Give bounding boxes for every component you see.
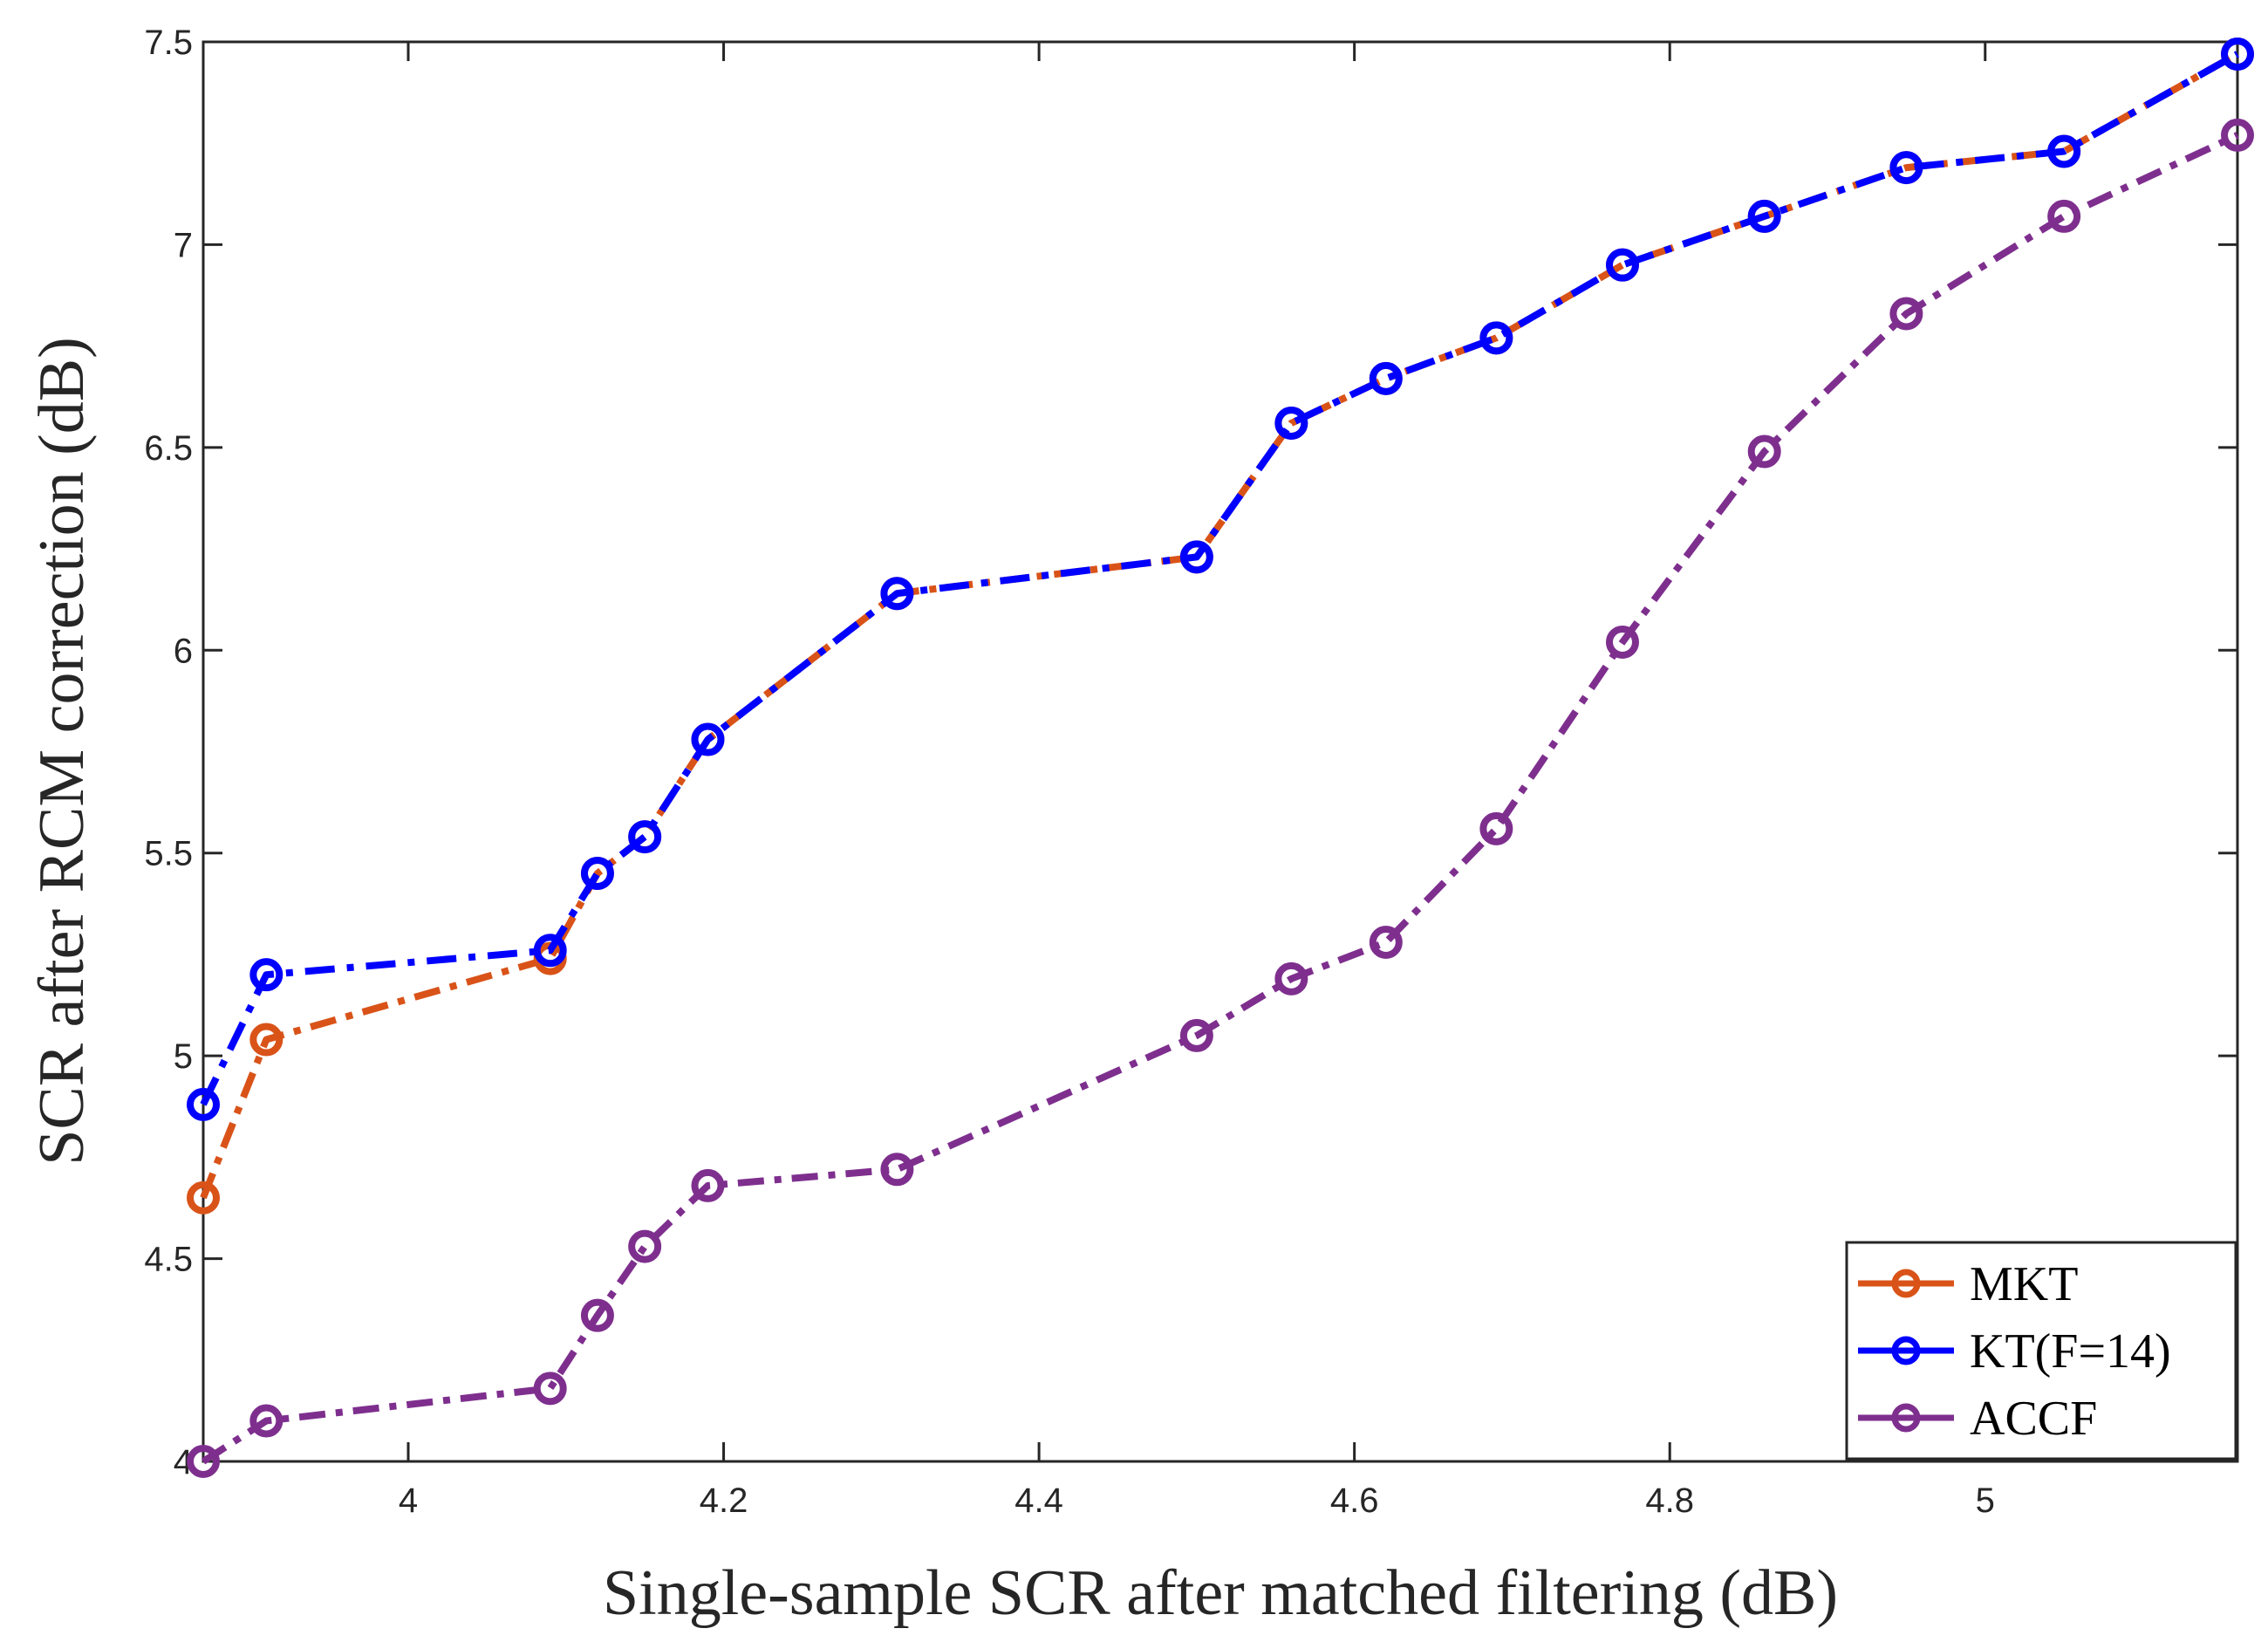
- y-tick-label: 4: [174, 1443, 193, 1481]
- legend-label-mkt: MKT: [1970, 1257, 2078, 1311]
- y-tick-label: 6.5: [144, 429, 193, 468]
- y-tick-label: 5: [174, 1037, 193, 1076]
- data-point-accf: [1747, 434, 1781, 469]
- data-point-kt-f-14: [2221, 37, 2254, 71]
- y-tick-label: 5.5: [144, 835, 193, 873]
- data-point-accf: [533, 1372, 567, 1406]
- x-axis: 4 4.2 4.4 4.6 4.8 5: [399, 42, 1995, 1520]
- series-line-accf: [201, 132, 2239, 1465]
- data-point-accf: [1479, 811, 1513, 845]
- data-point-kt-f-14: [1179, 540, 1213, 574]
- y-axis-label: SCR after RCM correction (dB): [26, 337, 98, 1166]
- data-point-accf: [1605, 625, 1639, 659]
- y-tick-label: 7: [174, 226, 193, 264]
- x-tick-label: 4.6: [1330, 1481, 1379, 1520]
- data-point-accf: [880, 1153, 914, 1187]
- data-point-kt-f-14: [187, 1087, 220, 1121]
- legend-item-mkt: MKT: [1858, 1257, 2078, 1311]
- data-point-accf: [1179, 1018, 1213, 1052]
- data-point-kt-f-14: [533, 934, 567, 968]
- plot-area: [202, 40, 2239, 1463]
- data-point-kt-f-14: [691, 722, 725, 756]
- data-point-kt-f-14: [249, 958, 284, 992]
- data-point-kt-f-14: [1889, 151, 1923, 185]
- data-point-accf: [1274, 961, 1308, 996]
- legend-marker-mkt: [1891, 1269, 1921, 1298]
- data-point-kt-f-14: [880, 577, 914, 611]
- legend-item-kt: KT(F=14): [1858, 1324, 2171, 1379]
- legend-marker-accf: [1891, 1403, 1921, 1433]
- y-axis: 4 4.5 5 5.5 6 6.5 7 7.5: [144, 24, 2237, 1481]
- data-point-mkt: [249, 1023, 284, 1057]
- data-point-accf: [1889, 297, 1923, 331]
- x-tick-label: 4.4: [1014, 1481, 1063, 1520]
- data-point-kt-f-14: [580, 856, 614, 890]
- data-point-accf: [2221, 118, 2254, 152]
- y-tick-label: 7.5: [144, 24, 193, 62]
- legend-item-accf: ACCF: [1858, 1392, 2097, 1446]
- data-point-kt-f-14: [1274, 406, 1308, 440]
- x-tick-label: 4.8: [1645, 1481, 1694, 1520]
- x-tick-label: 4.2: [700, 1481, 748, 1520]
- data-point-kt-f-14: [1479, 321, 1513, 355]
- data-point-accf: [580, 1298, 614, 1332]
- data-point-kt-f-14: [628, 820, 662, 854]
- data-point-accf: [2047, 199, 2081, 233]
- legend-marker-kt: [1891, 1336, 1921, 1365]
- data-point-kt-f-14: [2047, 134, 2081, 168]
- data-point-accf: [691, 1168, 725, 1202]
- x-axis-label: Single-sample SCR after matched filterin…: [603, 1557, 1838, 1629]
- legend-label-kt: KT(F=14): [1970, 1324, 2171, 1379]
- data-point-accf: [187, 1445, 220, 1478]
- data-point-accf: [249, 1404, 284, 1438]
- series-layer: [187, 37, 2254, 1478]
- data-point-kt-f-14: [1747, 199, 1781, 233]
- y-tick-label: 4.5: [144, 1241, 193, 1279]
- data-point-kt-f-14: [1369, 361, 1403, 395]
- data-point-accf: [628, 1229, 662, 1263]
- data-point-kt-f-14: [1605, 248, 1639, 282]
- data-point-accf: [1369, 925, 1403, 959]
- legend: MKT KT(F=14) ACCF: [1845, 1241, 2237, 1461]
- x-tick-label: 5: [1976, 1481, 1995, 1520]
- x-tick-label: 4: [399, 1481, 418, 1520]
- legend-label-accf: ACCF: [1970, 1392, 2097, 1446]
- series-line-kt-f-14: [200, 51, 2239, 1106]
- data-point-mkt: [187, 1180, 220, 1215]
- series-line-mkt: [200, 51, 2239, 1200]
- y-tick-label: 6: [174, 632, 193, 670]
